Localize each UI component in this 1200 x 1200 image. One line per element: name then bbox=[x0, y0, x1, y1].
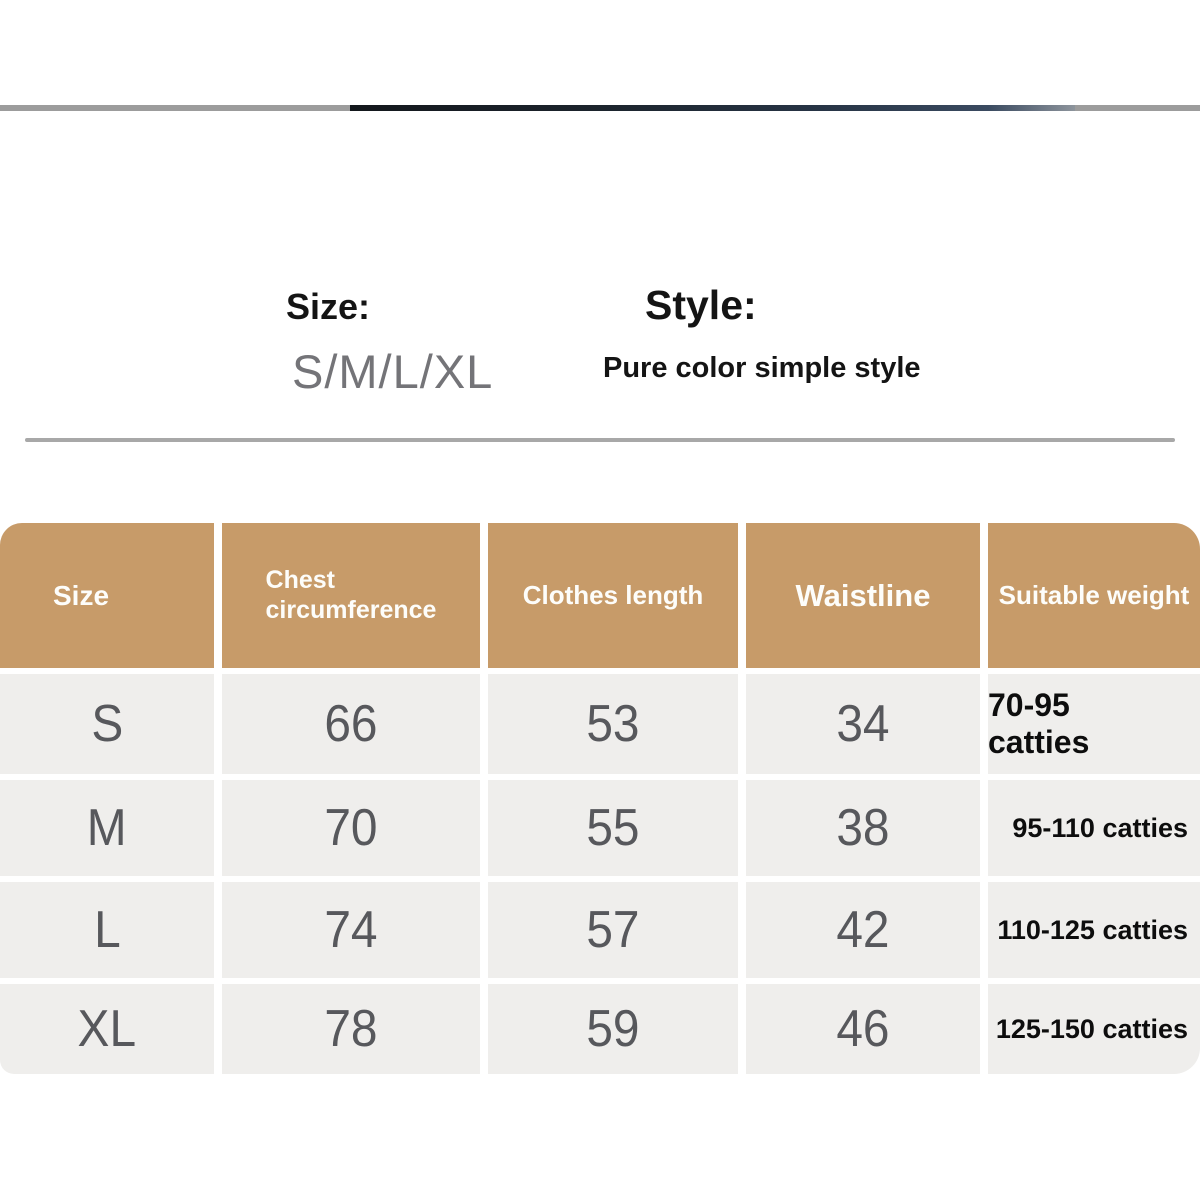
table-row-l-size-cell: L bbox=[0, 882, 214, 978]
waist-value-l: 42 bbox=[836, 901, 890, 959]
waist-value-xl: 46 bbox=[836, 1000, 890, 1058]
chest-value-m: 70 bbox=[324, 799, 378, 857]
table-row-s-weight-cell: 70-95 catties bbox=[988, 674, 1200, 774]
table-row-xl-weight-cell: 125-150 catties bbox=[988, 984, 1200, 1074]
size-section-label: Size: bbox=[286, 286, 371, 327]
length-value-xl: 59 bbox=[586, 1000, 640, 1058]
photo-bottom-edge bbox=[0, 105, 1200, 111]
table-row-m-waist-cell: 38 bbox=[746, 780, 980, 876]
chest-value-l: 74 bbox=[324, 901, 378, 959]
column-header-chest-circumference: Chest circumference bbox=[222, 523, 480, 668]
table-row-s-size-cell: S bbox=[0, 674, 214, 774]
column-header-clothes-length: Clothes length bbox=[488, 523, 738, 668]
size-section-value: S/M/L/XL bbox=[292, 345, 494, 398]
table-row-xl-waist-cell: 46 bbox=[746, 984, 980, 1074]
style-section-value: Pure color simple style bbox=[603, 352, 921, 384]
section-divider bbox=[25, 438, 1175, 442]
table-row-l-waist-cell: 42 bbox=[746, 882, 980, 978]
table-row-xl-length-cell: 59 bbox=[488, 984, 738, 1074]
length-value-s: 53 bbox=[586, 695, 640, 753]
table-row-l-chest-cell: 74 bbox=[222, 882, 480, 978]
size-value-l: L bbox=[93, 901, 121, 959]
table-row-l-length-cell: 57 bbox=[488, 882, 738, 978]
table-row-m-chest-cell: 70 bbox=[222, 780, 480, 876]
table-row-xl-size-cell: XL bbox=[0, 984, 214, 1074]
size-value-s: S bbox=[91, 695, 123, 753]
column-header-chest-circumference-label: Chest circumference bbox=[265, 566, 437, 624]
table-row-s-waist-cell: 34 bbox=[746, 674, 980, 774]
table-row-l-weight-cell: 110-125 catties bbox=[988, 882, 1200, 978]
chest-value-xl: 78 bbox=[324, 1000, 378, 1058]
column-header-size: Size bbox=[0, 523, 214, 668]
waist-value-m: 38 bbox=[836, 799, 890, 857]
size-value-m: M bbox=[87, 799, 127, 857]
table-row-xl-chest-cell: 78 bbox=[222, 984, 480, 1074]
photo-bottom-edge-dark-segment bbox=[350, 105, 1075, 111]
table-row-m-length-cell: 55 bbox=[488, 780, 738, 876]
table-row-m-weight-cell: 95-110 catties bbox=[988, 780, 1200, 876]
size-value-xl: XL bbox=[77, 1000, 137, 1058]
style-section-label: Style: bbox=[645, 282, 757, 328]
size-table: Size Chest circumference Clothes length … bbox=[0, 523, 1200, 1074]
table-row-m-size-cell: M bbox=[0, 780, 214, 876]
table-row-s-chest-cell: 66 bbox=[222, 674, 480, 774]
table-row-s-length-cell: 53 bbox=[488, 674, 738, 774]
chest-value-s: 66 bbox=[324, 695, 378, 753]
column-header-suitable-weight: Suitable weight bbox=[988, 523, 1200, 668]
column-header-waistline: Waistline bbox=[746, 523, 980, 668]
length-value-m: 55 bbox=[586, 799, 640, 857]
waist-value-s: 34 bbox=[836, 695, 890, 753]
length-value-l: 57 bbox=[586, 901, 640, 959]
